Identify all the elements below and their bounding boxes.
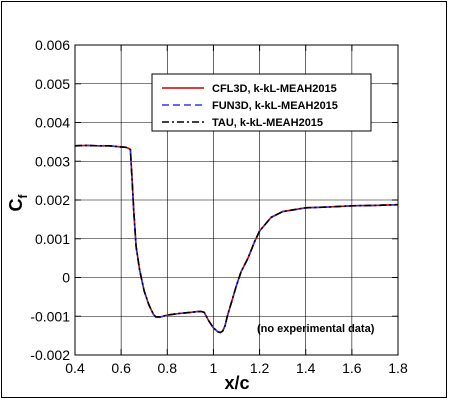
x-tick-label: 1.6: [342, 360, 362, 376]
legend-label-3: TAU, k-kL-MEAH2015: [212, 117, 323, 129]
x-tick-label: 0.8: [158, 360, 178, 376]
y-tick-label: 0.004: [35, 115, 70, 131]
x-tick-label: 0.6: [111, 360, 131, 376]
svg-text:Cf: Cf: [6, 194, 30, 212]
x-tick-label: 1: [210, 360, 218, 376]
series-layer: [74, 144, 399, 334]
y-tick-label: 0.003: [35, 153, 70, 169]
y-tick-label: 0.005: [35, 76, 70, 92]
x-tick-label: 1.4: [296, 360, 316, 376]
series-line-3: [74, 144, 399, 334]
tick-labels: 0.4 0.6 0.8 1 1.2 1.4 1.6 1.8 -0.002 -0.001 0 0.001…: [30, 37, 408, 376]
y-axis-title-sub: f: [16, 194, 30, 199]
series-line-2: [74, 144, 399, 334]
y-axis-title: Cf: [6, 194, 30, 212]
legend-label-2: FUN3D, k-kL-MEAH2015: [212, 100, 338, 112]
y-tick-label: -0.002: [30, 347, 70, 363]
y-axis-title-main: C: [6, 199, 26, 212]
x-tick-label: 0.4: [65, 360, 85, 376]
annotation-no-experimental-data: (no experimental data): [257, 323, 375, 335]
legend: CFL3D, k-kL-MEAH2015 FUN3D, k-kL-MEAH2015…: [151, 73, 372, 132]
y-tick-label: 0.002: [35, 192, 70, 208]
x-tick-label: 1.2: [250, 360, 270, 376]
y-tick-label: 0.006: [35, 37, 70, 53]
x-axis-title: x/c: [224, 373, 249, 393]
y-tick-label: -0.001: [30, 308, 70, 324]
y-tick-label: 0: [62, 270, 70, 286]
ticks: [74, 44, 399, 356]
y-tick-label: 0.001: [35, 231, 70, 247]
legend-label-1: CFL3D, k-kL-MEAH2015: [212, 83, 337, 95]
x-tick-label: 1.8: [388, 360, 408, 376]
